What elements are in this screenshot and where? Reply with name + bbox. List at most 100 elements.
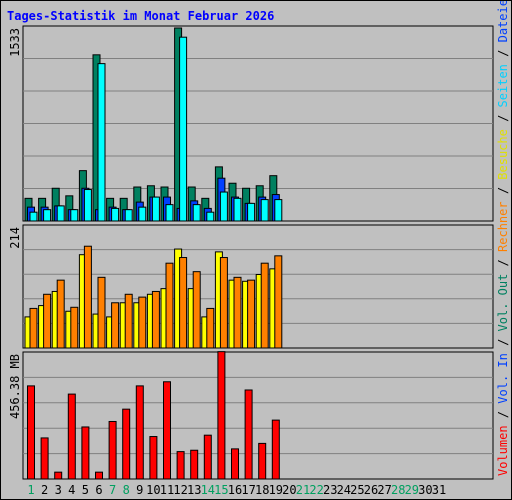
bar-rechner-day-10 bbox=[151, 290, 160, 349]
bar-seiten-day-1 bbox=[29, 211, 38, 222]
bar-rechner-day-9 bbox=[138, 296, 147, 349]
bar-seiten-day-15 bbox=[219, 191, 228, 222]
legend-item-8: Besuche bbox=[496, 129, 510, 180]
bar-volumen-day-14 bbox=[203, 434, 212, 480]
x-tick-label-day-25: 25 bbox=[350, 483, 364, 497]
bar-seiten-day-2 bbox=[43, 209, 52, 222]
bar-seiten-day-9 bbox=[138, 206, 147, 222]
panel-1: 1533 bbox=[8, 25, 494, 222]
bar-rechner-day-11 bbox=[165, 262, 174, 349]
bar-volumen-day-17 bbox=[244, 389, 253, 480]
x-tick-label-day-4: 4 bbox=[68, 483, 75, 497]
legend-item-10: Seiten bbox=[496, 64, 510, 107]
bar-volumen-day-4 bbox=[67, 393, 76, 480]
bar-rechner-day-19 bbox=[274, 255, 283, 349]
legend: Volumen / Vol. In / Vol. Out / Rechner /… bbox=[496, 1, 510, 476]
bar-seiten-day-16 bbox=[233, 197, 242, 222]
bar-volumen-day-7 bbox=[108, 420, 117, 480]
legend-item-4: Vol. Out bbox=[496, 274, 510, 332]
bar-seiten-day-19 bbox=[274, 199, 283, 222]
x-tick-label-day-6: 6 bbox=[95, 483, 102, 497]
y-axis-max-label: 456.38 MB bbox=[8, 354, 22, 419]
legend-item-7: / bbox=[496, 180, 510, 202]
bar-volumen-day-18 bbox=[258, 442, 267, 480]
bar-volumen-day-1 bbox=[27, 385, 35, 480]
legend-item-12: Dateien bbox=[496, 1, 510, 42]
bar-volumen-day-16 bbox=[231, 448, 239, 480]
bar-volumen-day-10 bbox=[149, 436, 158, 480]
bar-rechner-day-17 bbox=[247, 279, 256, 349]
bar-rechner-day-1 bbox=[29, 307, 38, 349]
x-tick-label-day-20: 20 bbox=[282, 483, 296, 497]
legend-item-9: / bbox=[496, 107, 510, 129]
x-tick-label-day-21: 21 bbox=[296, 483, 310, 497]
legend-item-2: Vol. In bbox=[496, 353, 510, 404]
bar-volumen-day-2 bbox=[40, 437, 49, 480]
bar-volumen-day-11 bbox=[163, 381, 171, 480]
x-tick-label-day-31: 31 bbox=[432, 483, 446, 497]
x-tick-label-day-16: 16 bbox=[228, 483, 242, 497]
x-tick-label-day-1: 1 bbox=[27, 483, 34, 497]
bar-seiten-day-8 bbox=[124, 209, 133, 222]
bar-rechner-day-3 bbox=[56, 279, 65, 349]
bar-rechner-day-13 bbox=[192, 271, 201, 349]
bar-volumen-day-19 bbox=[271, 419, 280, 480]
x-tick-label-day-29: 29 bbox=[405, 483, 419, 497]
x-tick-label-day-7: 7 bbox=[109, 483, 116, 497]
x-tick-label-day-15: 15 bbox=[214, 483, 228, 497]
bar-seiten-day-3 bbox=[56, 205, 65, 222]
x-tick-label-day-17: 17 bbox=[241, 483, 255, 497]
panel-2: 214 bbox=[8, 224, 494, 349]
x-tick-label-day-19: 19 bbox=[269, 483, 283, 497]
bar-rechner-day-12 bbox=[179, 257, 188, 349]
x-tick-label-day-11: 11 bbox=[160, 483, 174, 497]
bar-rechner-day-4 bbox=[70, 306, 79, 349]
legend-text: Volumen / Vol. In / Vol. Out / Rechner /… bbox=[496, 1, 510, 476]
x-tick-label-day-24: 24 bbox=[337, 483, 351, 497]
bar-volumen-day-5 bbox=[81, 426, 90, 480]
chart-panels: 1533 214 456.38 MB bbox=[8, 25, 494, 480]
x-tick-label-day-8: 8 bbox=[123, 483, 130, 497]
x-tick-label-day-13: 13 bbox=[187, 483, 201, 497]
bar-rechner-day-8 bbox=[124, 293, 133, 349]
legend-item-5: / bbox=[496, 252, 510, 274]
bar-seiten-day-17 bbox=[247, 202, 256, 222]
x-tick-label-day-12: 12 bbox=[173, 483, 187, 497]
panel-3: 456.38 MB bbox=[8, 351, 494, 480]
bar-volumen-day-9 bbox=[135, 385, 144, 480]
x-tick-label-day-28: 28 bbox=[391, 483, 405, 497]
bar-volumen-day-15 bbox=[217, 351, 226, 480]
x-tick-label-day-2: 2 bbox=[41, 483, 48, 497]
bar-rechner-day-18 bbox=[260, 262, 269, 349]
x-axis-labels: 1 2 3 4 5 6 7 8 9 10 11 12 13 14 15 16 17 18 19 20 21 22 23 24 2… bbox=[27, 483, 446, 497]
bar-rechner-day-5 bbox=[83, 245, 92, 349]
bar-seiten-day-13 bbox=[192, 204, 201, 222]
legend-item-0: Volumen bbox=[496, 425, 510, 476]
bar-seiten-day-12 bbox=[179, 36, 188, 222]
bar-seiten-day-18 bbox=[260, 199, 269, 222]
x-tick-label-day-5: 5 bbox=[82, 483, 89, 497]
bar-rechner-day-6 bbox=[97, 276, 106, 349]
bar-seiten-day-10 bbox=[151, 196, 160, 222]
y-axis-max-label: 1533 bbox=[8, 28, 22, 57]
bar-volumen-day-8 bbox=[122, 408, 131, 480]
x-tick-label-day-18: 18 bbox=[255, 483, 269, 497]
bar-rechner-day-14 bbox=[206, 307, 215, 349]
bar-volumen-day-6 bbox=[95, 471, 103, 480]
x-tick-label-day-23: 23 bbox=[323, 483, 337, 497]
x-tick-label-day-30: 30 bbox=[418, 483, 432, 497]
bar-rechner-day-2 bbox=[43, 293, 52, 349]
x-tick-label-day-10: 10 bbox=[146, 483, 160, 497]
bar-seiten-day-14 bbox=[206, 211, 215, 222]
legend-item-3: / bbox=[496, 331, 510, 353]
legend-item-11: / bbox=[496, 42, 510, 64]
x-tick-label-day-27: 27 bbox=[377, 483, 391, 497]
legend-item-6: Rechner bbox=[496, 201, 510, 252]
bar-volumen-day-3 bbox=[54, 471, 63, 480]
bar-seiten-day-4 bbox=[70, 209, 79, 222]
bar-seiten-day-7 bbox=[111, 207, 120, 222]
x-tick-label-day-22: 22 bbox=[309, 483, 323, 497]
bar-volumen-day-13 bbox=[190, 449, 199, 480]
bar-rechner-day-16 bbox=[233, 276, 242, 349]
